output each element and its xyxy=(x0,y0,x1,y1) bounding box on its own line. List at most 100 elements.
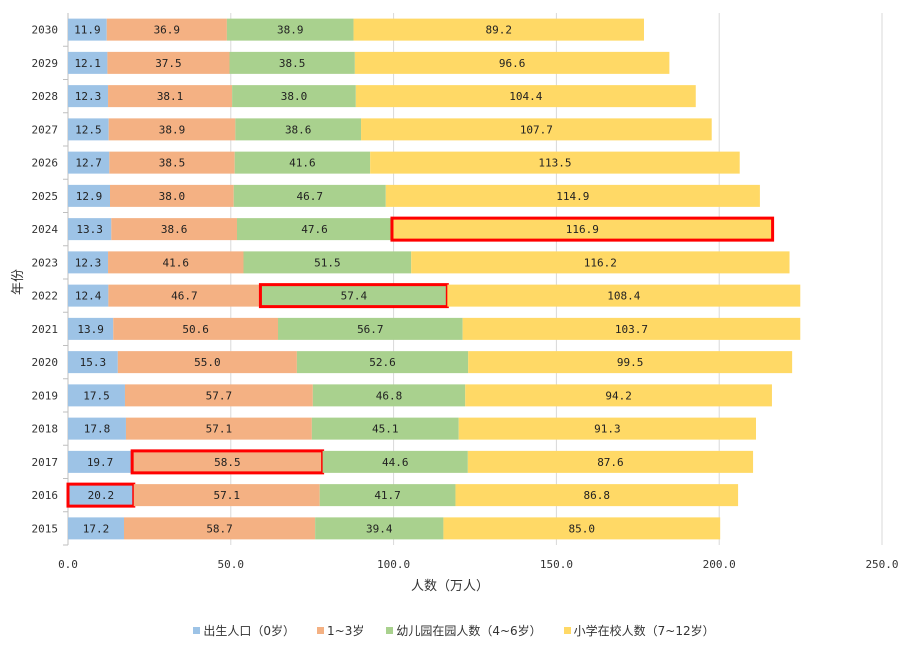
bar-segment xyxy=(411,251,790,274)
legend-label: 出生人口（0岁） xyxy=(203,624,295,638)
data-label: 85.0 xyxy=(569,522,596,535)
data-label: 38.6 xyxy=(285,123,312,136)
data-label: 104.4 xyxy=(509,90,542,103)
bar-segment xyxy=(354,51,670,74)
bar-segment xyxy=(68,118,109,141)
legend-item: 1~3岁 xyxy=(317,622,364,639)
bar-segment xyxy=(229,51,355,74)
bar-segment xyxy=(233,184,386,207)
data-label: 38.1 xyxy=(157,90,184,103)
bar-segment xyxy=(110,184,234,207)
bar-segment xyxy=(226,18,354,41)
data-label: 38.9 xyxy=(159,123,186,136)
bar-segment xyxy=(353,18,644,41)
y-tick-label: 2028 xyxy=(32,90,59,103)
data-label: 12.3 xyxy=(75,90,102,103)
data-label: 107.7 xyxy=(520,123,553,136)
bar-segment xyxy=(106,18,227,41)
data-label: 57.1 xyxy=(206,423,233,436)
legend-swatch xyxy=(563,627,571,634)
data-label: 20.2 xyxy=(88,489,115,502)
data-label: 37.5 xyxy=(155,57,182,70)
data-label: 36.9 xyxy=(154,24,181,37)
bar-segment xyxy=(355,85,696,108)
bar-segment xyxy=(68,351,118,374)
bar-segment xyxy=(370,151,740,174)
bar-segment xyxy=(68,317,114,340)
data-label: 89.2 xyxy=(486,24,513,37)
highlight-box xyxy=(390,216,775,242)
data-label: 41.6 xyxy=(289,157,316,170)
data-label: 12.1 xyxy=(74,57,101,70)
y-tick-label: 2020 xyxy=(32,356,59,369)
data-label: 55.0 xyxy=(194,356,221,369)
legend-label: 1~3岁 xyxy=(327,624,365,638)
data-label: 46.7 xyxy=(171,290,198,303)
data-label: 19.7 xyxy=(87,456,114,469)
bar-segment xyxy=(319,484,456,507)
data-label: 38.0 xyxy=(159,190,186,203)
bar-segment xyxy=(68,251,109,274)
data-label: 57.1 xyxy=(213,489,240,502)
bar-segment xyxy=(467,450,754,473)
y-tick-label: 2023 xyxy=(32,256,59,269)
data-label: 39.4 xyxy=(366,522,393,535)
bar-segment xyxy=(68,517,125,540)
bar-segment xyxy=(68,384,125,407)
data-label: 94.2 xyxy=(605,389,632,402)
legend-swatch xyxy=(386,627,394,634)
bar-segment xyxy=(68,51,108,74)
bar-segment xyxy=(108,118,236,141)
bar-segment xyxy=(455,484,739,507)
bar-segment xyxy=(391,218,773,241)
x-tick-label: 250.0 xyxy=(865,558,898,571)
data-label: 41.7 xyxy=(374,489,401,502)
data-label: 12.9 xyxy=(76,190,103,203)
legend-swatch xyxy=(193,627,201,634)
data-label: 38.6 xyxy=(161,223,188,236)
legend-label: 小学在校人数（7~12岁） xyxy=(573,624,715,638)
y-tick-label: 2021 xyxy=(32,323,59,336)
legend: 出生人口（0岁） 1~3岁 幼儿园在园人数（4~6岁） 小学在校人数（7~12岁） xyxy=(0,622,908,639)
bar-segment xyxy=(260,284,448,307)
bar-segment xyxy=(117,351,297,374)
x-tick-label: 50.0 xyxy=(218,558,245,571)
bar-segment xyxy=(108,85,233,108)
data-label: 50.6 xyxy=(182,323,209,336)
bar-segment xyxy=(68,151,110,174)
y-tick-label: 2026 xyxy=(32,157,59,170)
legend-item: 出生人口（0岁） xyxy=(193,622,295,639)
data-label: 52.6 xyxy=(369,356,396,369)
bar-segment xyxy=(68,218,112,241)
bar-segment xyxy=(125,417,312,440)
bar-segment xyxy=(315,517,444,540)
data-label: 11.9 xyxy=(74,24,101,37)
bar-segment xyxy=(68,450,133,473)
bar-segment xyxy=(113,317,279,340)
bar-segment xyxy=(458,417,756,440)
y-tick-label: 2025 xyxy=(32,190,59,203)
bar-segment xyxy=(385,184,760,207)
data-label: 13.9 xyxy=(77,323,104,336)
data-label: 12.5 xyxy=(75,123,102,136)
bar-segment xyxy=(111,218,237,241)
bar-segment xyxy=(235,118,362,141)
data-label: 108.4 xyxy=(607,290,640,303)
data-label: 57.4 xyxy=(341,290,368,303)
bar-segment xyxy=(236,218,392,241)
data-label: 12.7 xyxy=(75,157,102,170)
data-label: 12.4 xyxy=(75,290,102,303)
data-label: 96.6 xyxy=(499,57,526,70)
data-label: 38.5 xyxy=(159,157,186,170)
data-label: 113.5 xyxy=(538,157,571,170)
data-label: 116.9 xyxy=(566,223,599,236)
data-label: 58.5 xyxy=(214,456,241,469)
bar-segment xyxy=(109,151,235,174)
data-label: 38.0 xyxy=(281,90,308,103)
bar-segment xyxy=(68,85,109,108)
data-label: 17.5 xyxy=(83,389,110,402)
bar-segment xyxy=(443,517,721,540)
legend-item: 小学在校人数（7~12岁） xyxy=(563,622,715,639)
bar-segment xyxy=(296,351,469,374)
